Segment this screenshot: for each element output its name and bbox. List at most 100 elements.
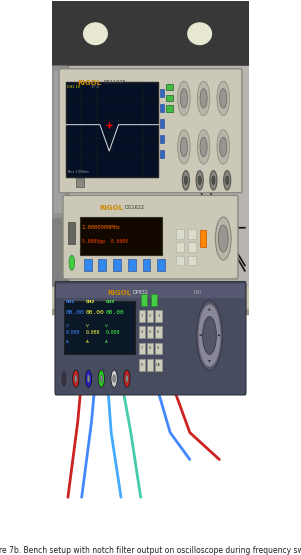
Text: 4: 4 — [141, 330, 143, 334]
Bar — [54, 72, 64, 211]
Circle shape — [69, 255, 75, 270]
Bar — [176, 229, 184, 239]
Circle shape — [178, 130, 190, 164]
Text: 0: 0 — [141, 362, 143, 367]
Circle shape — [226, 176, 229, 185]
Circle shape — [98, 370, 104, 387]
Text: 2: 2 — [149, 314, 151, 318]
Text: 5: 5 — [149, 330, 151, 334]
Circle shape — [217, 130, 230, 164]
Text: 0.000: 0.000 — [85, 330, 100, 335]
Circle shape — [126, 375, 128, 382]
Text: OK: OK — [156, 362, 161, 367]
Circle shape — [180, 137, 188, 157]
Circle shape — [87, 375, 90, 382]
Text: RIGOL: RIGOL — [107, 290, 131, 296]
Bar — [166, 94, 173, 101]
Circle shape — [200, 89, 207, 108]
Text: ▲: ▲ — [208, 307, 211, 312]
Circle shape — [73, 370, 79, 387]
Bar — [166, 105, 173, 112]
Bar — [147, 326, 153, 338]
Text: 1: 1 — [141, 314, 143, 318]
Text: CH3: CH3 — [105, 300, 114, 304]
Circle shape — [182, 170, 189, 190]
Bar — [151, 294, 157, 306]
Text: RIGOL: RIGOL — [99, 205, 123, 210]
Text: DG1622: DG1622 — [125, 205, 145, 210]
Bar — [98, 259, 106, 271]
Bar — [155, 359, 162, 371]
Bar — [52, 309, 249, 314]
Bar — [141, 294, 147, 306]
Circle shape — [74, 375, 77, 382]
Text: 3: 3 — [157, 314, 160, 318]
Text: 00.00: 00.00 — [66, 310, 85, 315]
Circle shape — [218, 225, 228, 252]
Text: ▶: ▶ — [218, 334, 220, 337]
Circle shape — [217, 81, 230, 115]
Bar — [188, 243, 196, 252]
Bar — [200, 230, 206, 246]
FancyBboxPatch shape — [55, 281, 246, 395]
Circle shape — [184, 176, 188, 185]
Circle shape — [113, 375, 116, 382]
Text: A: A — [105, 340, 108, 344]
Ellipse shape — [188, 23, 212, 44]
Bar — [56, 284, 245, 298]
Text: DS1102E: DS1102E — [103, 79, 126, 84]
Circle shape — [198, 176, 201, 185]
Text: LNI: LNI — [194, 290, 202, 295]
Bar — [176, 243, 184, 252]
Circle shape — [200, 137, 207, 157]
Circle shape — [61, 370, 67, 387]
Circle shape — [178, 81, 190, 115]
Text: Time 1.000ms: Time 1.000ms — [67, 170, 89, 174]
Bar — [139, 342, 145, 355]
Circle shape — [196, 170, 203, 190]
Bar — [155, 342, 162, 355]
Bar — [160, 104, 164, 113]
Bar — [64, 300, 135, 355]
Bar — [147, 359, 153, 371]
Text: 7: 7 — [141, 346, 143, 350]
Bar — [66, 82, 158, 176]
Text: 9: 9 — [157, 346, 160, 350]
Circle shape — [197, 130, 210, 164]
Text: RIGOL: RIGOL — [78, 79, 102, 85]
Bar — [166, 84, 173, 90]
Circle shape — [124, 370, 130, 387]
Text: 00.00: 00.00 — [105, 310, 124, 315]
Bar — [176, 256, 184, 265]
Text: 5.000Vpp  0.000V: 5.000Vpp 0.000V — [82, 239, 128, 244]
Bar — [139, 310, 145, 322]
Circle shape — [197, 300, 222, 371]
FancyBboxPatch shape — [59, 69, 242, 193]
Bar — [52, 66, 68, 298]
Text: CH1: CH1 — [66, 300, 75, 304]
Bar — [52, 2, 249, 66]
Text: 8: 8 — [149, 346, 151, 350]
Text: DP832: DP832 — [133, 290, 149, 295]
Text: 0.000: 0.000 — [105, 330, 120, 335]
Bar — [52, 66, 66, 217]
Circle shape — [85, 370, 92, 387]
Bar — [128, 259, 136, 271]
Bar — [52, 66, 249, 298]
Bar — [147, 342, 153, 355]
Bar — [52, 287, 249, 314]
Bar — [113, 259, 121, 271]
Bar — [160, 89, 164, 97]
Circle shape — [197, 81, 210, 115]
Bar — [68, 223, 75, 244]
Bar — [160, 150, 164, 158]
Text: ◀: ◀ — [199, 334, 201, 337]
Bar — [80, 217, 162, 255]
Circle shape — [210, 170, 217, 190]
Text: 00.00: 00.00 — [85, 310, 104, 315]
Circle shape — [212, 176, 215, 185]
Text: 6: 6 — [157, 330, 160, 334]
Text: T|P:0: T|P:0 — [89, 85, 98, 89]
FancyBboxPatch shape — [63, 195, 238, 279]
Bar — [147, 310, 153, 322]
